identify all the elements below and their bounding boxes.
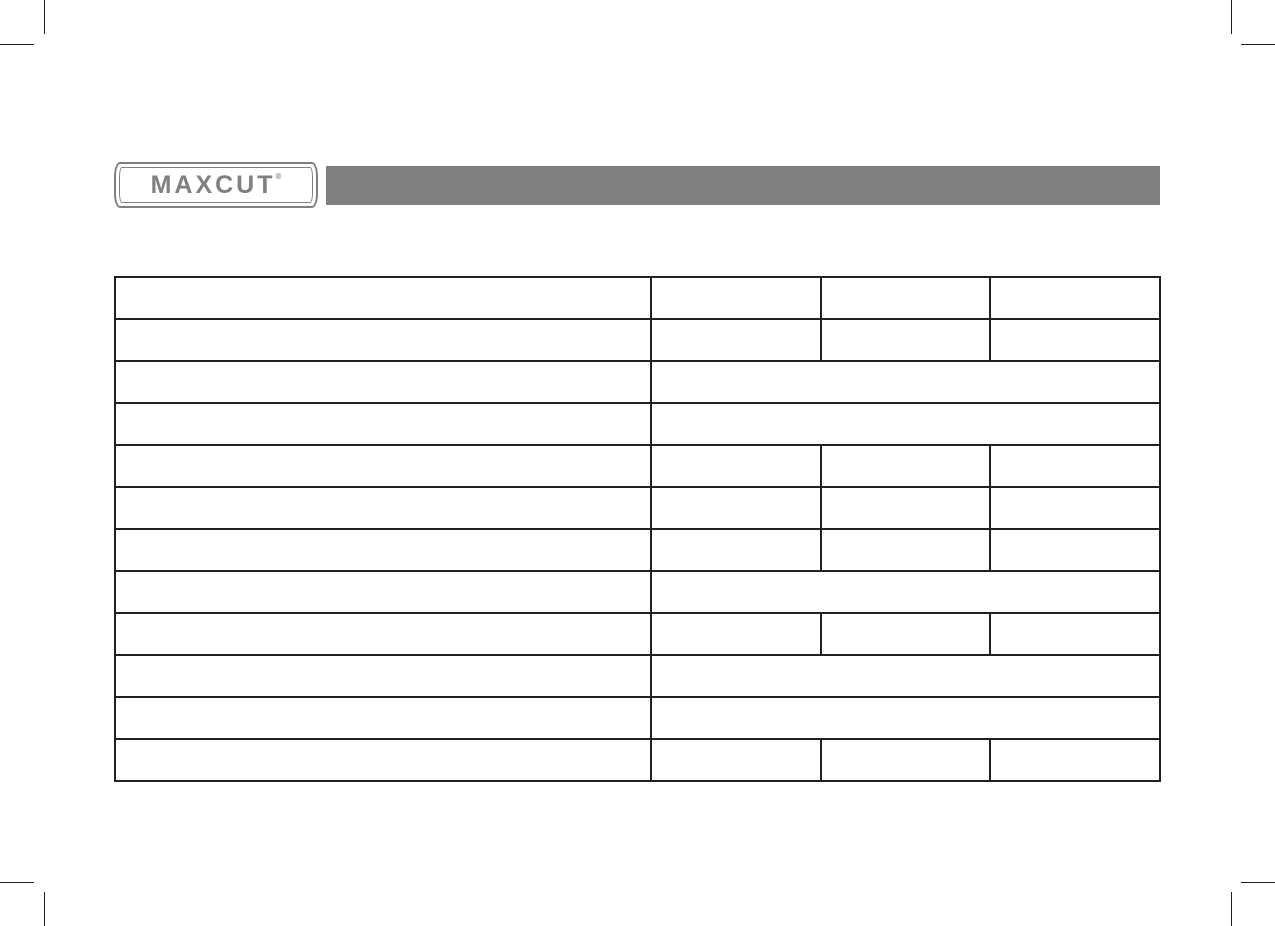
table-value-cell [989,528,1161,572]
table-row [113,696,1161,740]
table-value-cell [989,738,1161,782]
table-label-cell [113,528,653,572]
table-label-cell [113,738,653,782]
table-row [113,738,1161,782]
table-value-cell [650,738,822,782]
table-value-cell [650,360,1161,404]
table-label-cell [113,654,653,698]
crop-mark [1241,882,1275,883]
maxcut-logo: MAXCUT® [114,162,318,208]
table-value-cell [819,528,992,572]
crop-mark [0,44,34,45]
table-label-cell [113,360,653,404]
table-value-cell [989,612,1161,656]
table-value-cell [819,444,992,488]
table-row [113,360,1161,404]
table-value-cell [819,738,992,782]
table-value-cell [650,486,822,530]
table-row [113,402,1161,446]
table-value-cell [650,276,822,320]
table-label-cell [113,276,653,320]
table-label-cell [113,318,653,362]
table-value-cell [819,276,992,320]
table-row [113,654,1161,698]
table-value-cell [989,486,1161,530]
table-value-cell [819,486,992,530]
crop-mark [1231,892,1232,926]
table-value-cell [819,612,992,656]
table-label-cell [113,402,653,446]
logo-wordmark: MAXCUT [150,170,276,199]
table-value-cell [650,612,822,656]
spec-table [113,276,1161,782]
table-row [113,444,1161,488]
header-bar [326,166,1160,205]
table-value-cell [819,318,992,362]
table-value-cell [650,318,822,362]
table-label-cell [113,570,653,614]
table-row [113,528,1161,572]
crop-mark [0,882,34,883]
table-value-cell [650,402,1161,446]
table-value-cell [650,570,1161,614]
registered-mark: ® [275,171,282,181]
table-value-cell [650,528,822,572]
table-label-cell [113,444,653,488]
table-value-cell [989,276,1161,320]
crop-mark [44,0,45,34]
table-label-cell [113,696,653,740]
logo-frame [119,167,313,203]
crop-mark [1241,44,1275,45]
logo-text: MAXCUT® [151,171,282,200]
table-row [113,486,1161,530]
table-label-cell [113,612,653,656]
crop-mark [1231,0,1232,34]
crop-mark [44,892,45,926]
table-value-cell [989,318,1161,362]
table-label-cell [113,486,653,530]
table-row [113,318,1161,362]
table-row [113,276,1161,320]
table-value-cell [650,444,822,488]
table-value-cell [650,654,1161,698]
table-row [113,612,1161,656]
table-value-cell [650,696,1161,740]
table-value-cell [989,444,1161,488]
table-row [113,570,1161,614]
